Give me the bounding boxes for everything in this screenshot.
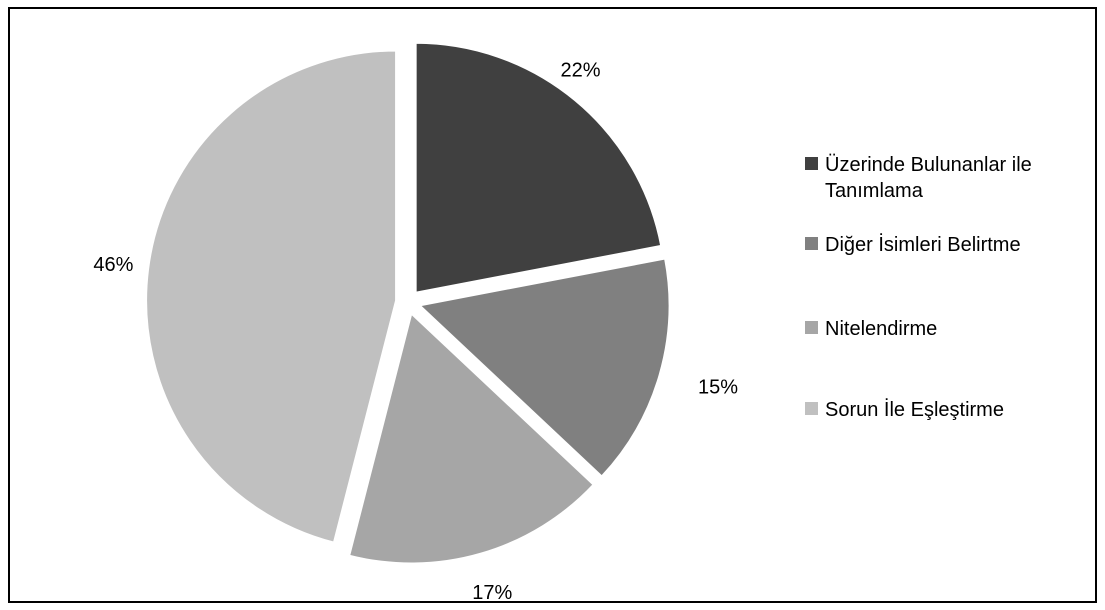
slice-label-3: 46% bbox=[93, 254, 133, 276]
pie-slice-0 bbox=[414, 41, 663, 294]
legend-item-sorun: Sorun İle Eşleştirme bbox=[805, 397, 1087, 423]
legend-swatch bbox=[805, 157, 818, 170]
legend-item-diger: Diğer İsimleri Belirtme bbox=[805, 232, 1087, 258]
legend-label: Sorun İle Eşleştirme bbox=[825, 399, 1004, 421]
slice-label-0: 22% bbox=[560, 59, 600, 81]
legend-label: Diğer İsimleri Belirtme bbox=[825, 234, 1021, 256]
legend-label: Nitelendirme bbox=[825, 318, 938, 340]
legend-swatch bbox=[805, 237, 818, 250]
legend-swatch bbox=[805, 321, 818, 334]
pie-slice-1 bbox=[417, 257, 671, 478]
pie-slice-3 bbox=[145, 49, 398, 544]
slice-label-2: 17% bbox=[472, 582, 512, 604]
legend-label: Üzerinde Bulunanlar ile Tanımlama bbox=[825, 154, 1032, 202]
slice-label-1: 15% bbox=[698, 376, 738, 398]
legend-item-uzerinde: Üzerinde Bulunanlar ile Tanımlama bbox=[805, 152, 1087, 204]
legend-item-nitelendirme: Nitelendirme bbox=[805, 316, 1087, 342]
legend-swatch bbox=[805, 402, 818, 415]
pie-slice-2 bbox=[347, 311, 596, 565]
